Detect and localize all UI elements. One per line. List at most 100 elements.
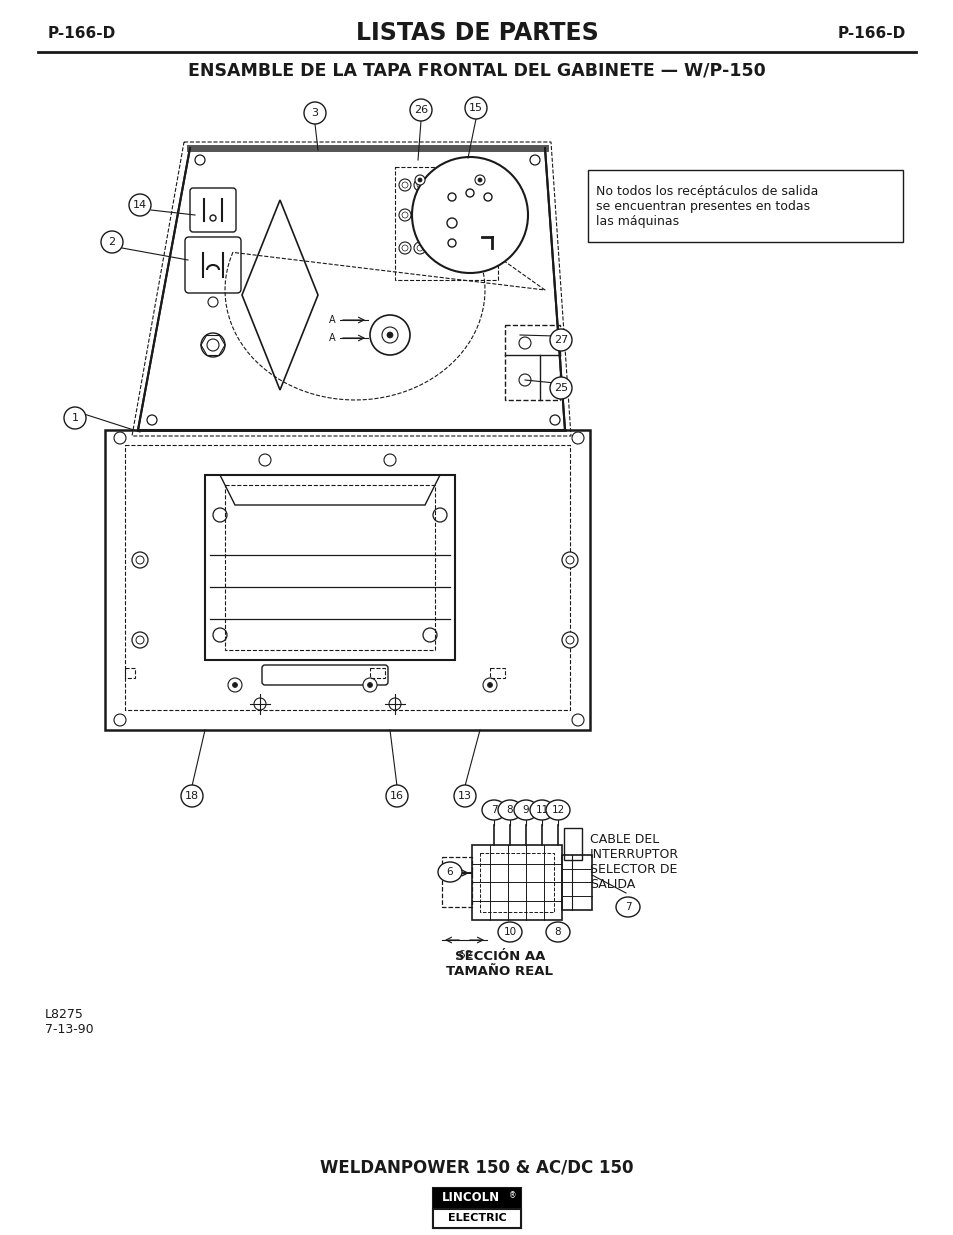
Circle shape xyxy=(422,629,436,642)
Text: 7: 7 xyxy=(490,805,497,815)
Text: LISTAS DE PARTES: LISTAS DE PARTES xyxy=(355,21,598,44)
Circle shape xyxy=(401,182,408,188)
Circle shape xyxy=(253,698,266,710)
Circle shape xyxy=(415,175,424,185)
Ellipse shape xyxy=(545,923,569,942)
Ellipse shape xyxy=(497,923,521,942)
Circle shape xyxy=(113,714,126,726)
Circle shape xyxy=(530,156,539,165)
Circle shape xyxy=(398,242,411,254)
Text: 8: 8 xyxy=(554,927,560,937)
Circle shape xyxy=(454,785,476,806)
Circle shape xyxy=(201,333,225,357)
Circle shape xyxy=(561,632,578,648)
Circle shape xyxy=(475,175,484,185)
Circle shape xyxy=(565,636,574,643)
Text: 6: 6 xyxy=(446,867,453,877)
Circle shape xyxy=(447,219,456,228)
Circle shape xyxy=(464,98,486,119)
Circle shape xyxy=(136,556,144,564)
Circle shape xyxy=(398,179,411,191)
Ellipse shape xyxy=(481,800,505,820)
Text: WELDANPOWER 150 & AC/DC 150: WELDANPOWER 150 & AC/DC 150 xyxy=(320,1158,633,1177)
Text: L8275
7-13-90: L8275 7-13-90 xyxy=(45,1008,93,1036)
Circle shape xyxy=(213,629,227,642)
Circle shape xyxy=(381,327,397,343)
Circle shape xyxy=(207,338,219,351)
Circle shape xyxy=(136,636,144,643)
Text: 8: 8 xyxy=(506,805,513,815)
Circle shape xyxy=(210,215,215,221)
Circle shape xyxy=(572,432,583,445)
Circle shape xyxy=(304,103,326,124)
Circle shape xyxy=(565,556,574,564)
Ellipse shape xyxy=(497,800,521,820)
FancyBboxPatch shape xyxy=(433,1209,520,1228)
Text: ENSAMBLE DE LA TAPA FRONTAL DEL GABINETE — W/P-150: ENSAMBLE DE LA TAPA FRONTAL DEL GABINETE… xyxy=(188,61,765,79)
Text: 16: 16 xyxy=(390,790,403,802)
Ellipse shape xyxy=(545,800,569,820)
Text: 18: 18 xyxy=(185,790,199,802)
Text: 11: 11 xyxy=(535,805,548,815)
Text: 25: 25 xyxy=(554,383,567,393)
Text: 26: 26 xyxy=(414,105,428,115)
Circle shape xyxy=(572,714,583,726)
Text: 15: 15 xyxy=(469,103,482,112)
Text: 7: 7 xyxy=(624,902,631,911)
Text: 1: 1 xyxy=(71,412,78,424)
Circle shape xyxy=(410,99,432,121)
Circle shape xyxy=(208,296,218,308)
Circle shape xyxy=(465,189,474,198)
Text: 27: 27 xyxy=(554,335,568,345)
Text: 13: 13 xyxy=(457,790,472,802)
Circle shape xyxy=(389,698,400,710)
Ellipse shape xyxy=(616,897,639,918)
Text: No todos los recéptáculos de salida
se encuentran presentes en todas
las máquina: No todos los recéptáculos de salida se e… xyxy=(596,184,818,227)
Circle shape xyxy=(132,552,148,568)
Circle shape xyxy=(384,454,395,466)
Circle shape xyxy=(64,408,86,429)
Circle shape xyxy=(483,193,492,201)
Text: ELECTRIC: ELECTRIC xyxy=(447,1214,506,1224)
Text: A: A xyxy=(329,315,335,325)
Circle shape xyxy=(416,182,422,188)
Circle shape xyxy=(477,178,481,182)
Ellipse shape xyxy=(514,800,537,820)
Circle shape xyxy=(398,209,411,221)
Circle shape xyxy=(550,377,572,399)
Circle shape xyxy=(233,683,237,688)
Text: A: A xyxy=(329,333,335,343)
Circle shape xyxy=(147,415,157,425)
Text: 10: 10 xyxy=(503,927,516,937)
Text: LINCOLN: LINCOLN xyxy=(441,1192,499,1204)
Text: SECCIÓN AA
TAMAÑO REAL: SECCIÓN AA TAMAÑO REAL xyxy=(446,950,553,978)
Circle shape xyxy=(258,454,271,466)
Circle shape xyxy=(487,683,492,688)
Circle shape xyxy=(416,212,422,219)
Ellipse shape xyxy=(437,862,461,882)
Circle shape xyxy=(550,329,572,351)
Circle shape xyxy=(550,415,559,425)
Circle shape xyxy=(401,212,408,219)
Circle shape xyxy=(417,178,421,182)
Circle shape xyxy=(518,337,531,350)
Circle shape xyxy=(414,179,426,191)
Circle shape xyxy=(228,678,242,692)
Circle shape xyxy=(482,678,497,692)
Circle shape xyxy=(367,683,372,688)
Text: 14: 14 xyxy=(132,200,147,210)
Text: 2: 2 xyxy=(109,237,115,247)
Circle shape xyxy=(416,245,422,251)
Circle shape xyxy=(561,552,578,568)
Circle shape xyxy=(387,332,393,338)
Text: 12: 12 xyxy=(551,805,564,815)
Text: P-166-D: P-166-D xyxy=(48,26,116,41)
Circle shape xyxy=(363,678,376,692)
Circle shape xyxy=(181,785,203,806)
Circle shape xyxy=(448,193,456,201)
Circle shape xyxy=(194,156,205,165)
Text: .62: .62 xyxy=(456,950,473,960)
Circle shape xyxy=(414,209,426,221)
Text: ®: ® xyxy=(509,1191,517,1199)
Circle shape xyxy=(132,632,148,648)
